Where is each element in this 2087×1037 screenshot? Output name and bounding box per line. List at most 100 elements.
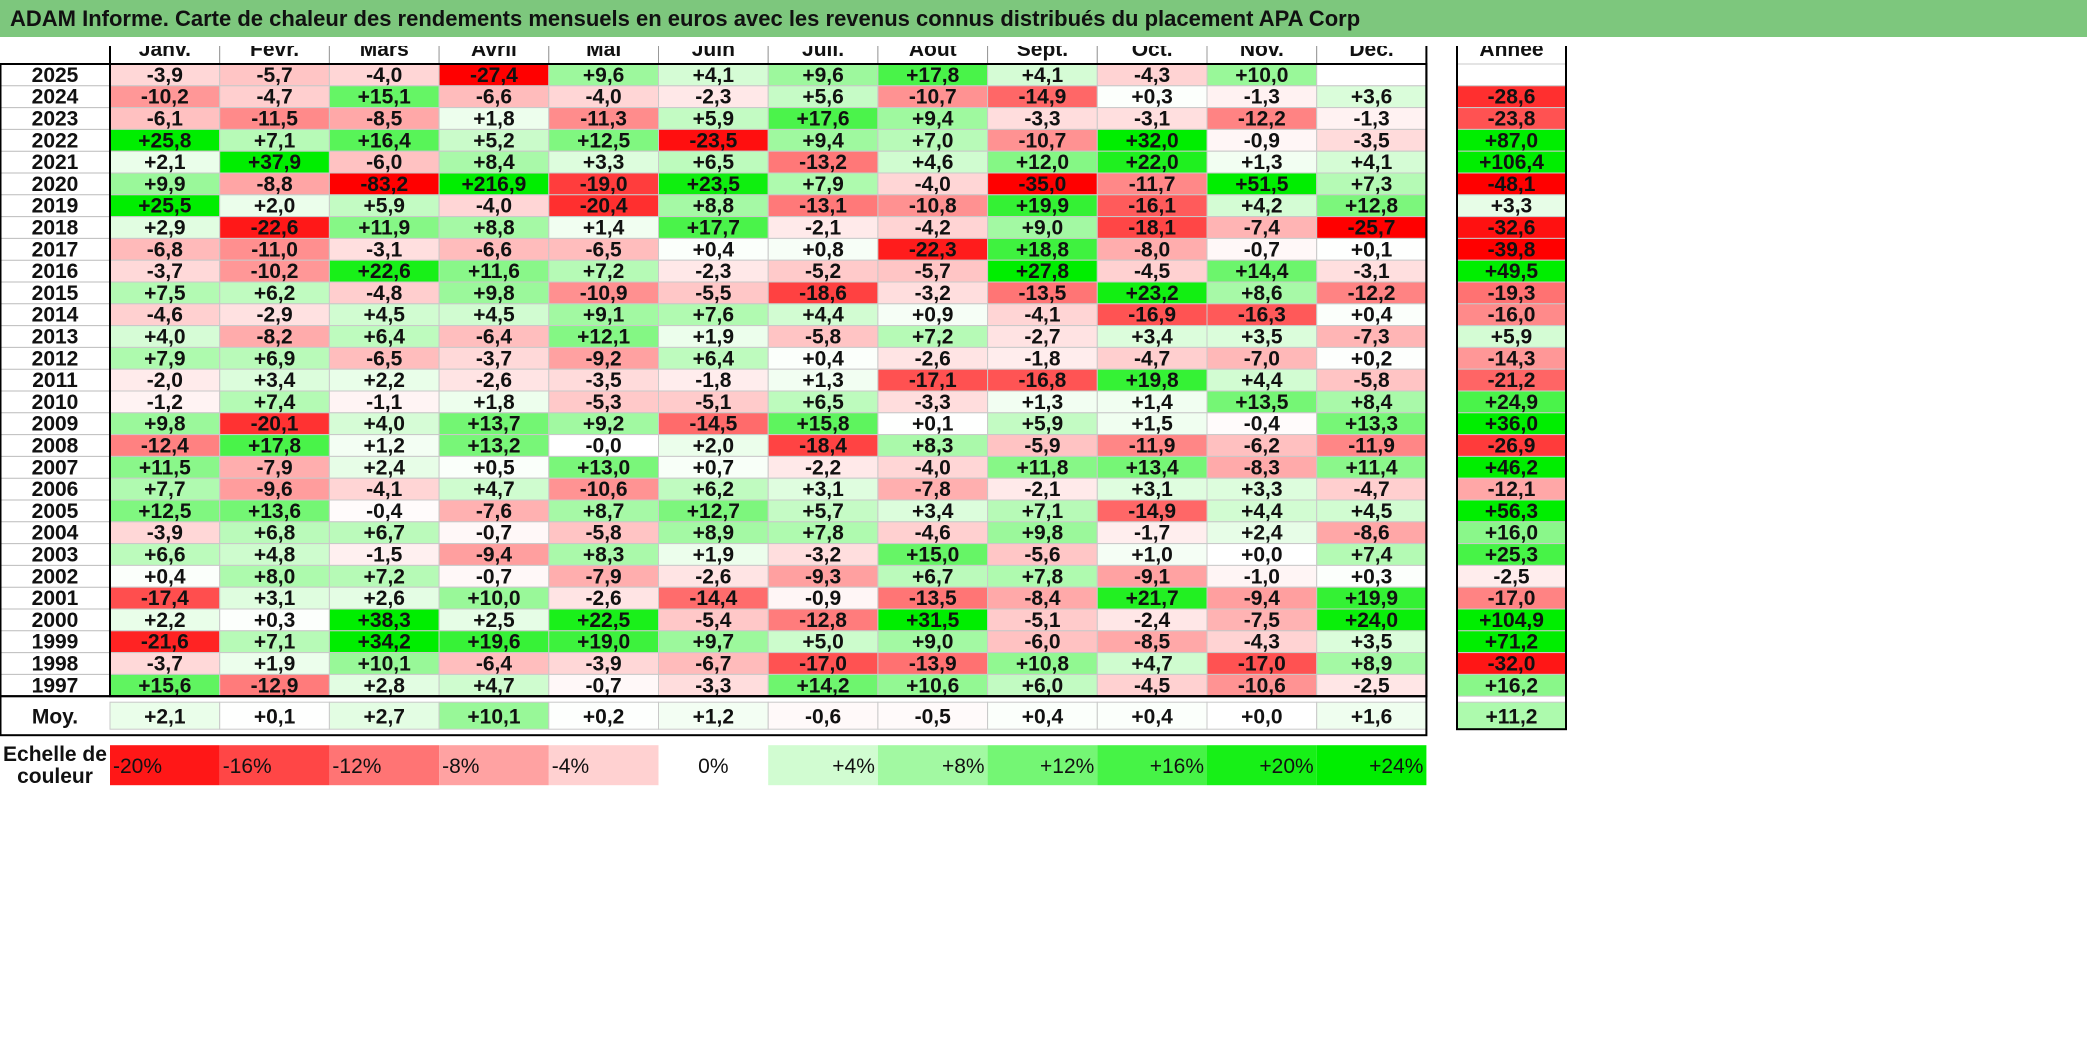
heat-cell-value: +9,8 xyxy=(473,282,515,305)
annual-cell-value: +36,0 xyxy=(1485,413,1538,436)
annual-cell-value: -39,8 xyxy=(1488,238,1536,261)
heat-cell-value: +9,8 xyxy=(144,413,186,436)
heat-cell-value: +5,9 xyxy=(364,195,405,218)
heat-cell-value: +3,5 xyxy=(1241,326,1283,349)
heat-cell-value: -4,0 xyxy=(915,456,951,479)
annual-cell-value: +49,5 xyxy=(1485,260,1538,283)
row-year-label: 2011 xyxy=(32,369,78,392)
row-year-label: 2012 xyxy=(32,347,79,370)
scale-label-line1: Echelle de xyxy=(3,743,107,766)
heat-cell-value: +8,3 xyxy=(912,435,953,458)
heat-cell-value: -0,9 xyxy=(805,587,841,610)
heat-cell-value: -0,7 xyxy=(586,674,622,697)
heat-cell-value: -12,8 xyxy=(799,609,847,632)
heat-cell-value: -2,6 xyxy=(915,347,951,370)
heat-cell-value: +11,5 xyxy=(139,456,191,479)
heat-cell-value: +3,1 xyxy=(1131,478,1173,501)
heat-cell-value: +22,6 xyxy=(358,260,411,283)
heat-cell-value: -3,9 xyxy=(147,522,183,545)
heat-cell-value: -4,5 xyxy=(1134,674,1171,697)
scale-swatch xyxy=(548,745,659,786)
row-year-label: 1999 xyxy=(32,631,79,654)
heat-cell-value: +4,7 xyxy=(473,478,514,501)
heat-cell-value: +2,5 xyxy=(473,609,515,632)
heat-cell-value: -6,0 xyxy=(1024,631,1060,654)
heat-cell-value: +2,9 xyxy=(144,217,185,240)
annual-frame xyxy=(1456,46,1567,731)
annual-cell-value: -21,2 xyxy=(1488,369,1536,392)
heat-cell-value: +27,8 xyxy=(1016,260,1069,283)
heat-cell-value: +8,7 xyxy=(583,500,624,523)
heat-cell-value: -3,3 xyxy=(1024,108,1060,131)
heat-cell-value: +4,5 xyxy=(473,304,515,327)
col-header: Avril xyxy=(471,46,517,61)
annual-cell-value: +56,3 xyxy=(1485,500,1538,523)
heat-cell-value: -0,0 xyxy=(586,435,622,458)
heat-cell-value: -7,5 xyxy=(1244,609,1281,632)
annual-cell-value: +24,9 xyxy=(1485,391,1538,414)
heat-cell-value: -6,4 xyxy=(476,326,513,349)
heat-cell-value: +0,3 xyxy=(254,609,295,632)
heat-cell-value: +0,1 xyxy=(912,413,954,436)
row-year-label: 2001 xyxy=(32,587,79,610)
heat-cell-value: +1,4 xyxy=(583,217,625,240)
annual-cell-value: +104,9 xyxy=(1479,609,1544,632)
heat-cell-value: -4,6 xyxy=(147,304,183,327)
row-year-label: 2021 xyxy=(32,151,79,174)
heat-cell-value: -0,7 xyxy=(476,565,512,588)
heat-cell-value: -23,5 xyxy=(689,129,737,152)
heat-cell-value: -10,2 xyxy=(251,260,299,283)
heat-cell-value: +14,2 xyxy=(796,674,849,697)
row-year-label: 2006 xyxy=(32,478,79,501)
heat-cell-value: +15,0 xyxy=(906,544,959,567)
row-year-label: 2003 xyxy=(32,544,79,567)
col-header: Juin xyxy=(692,46,735,61)
heat-cell-value: +9,0 xyxy=(912,631,953,654)
heat-cell-value: -22,6 xyxy=(251,217,299,240)
heat-cell-value: -13,5 xyxy=(1019,282,1067,305)
heat-cell-value: -10,9 xyxy=(580,282,628,305)
heat-cell-value: -13,1 xyxy=(799,195,847,218)
scale-swatch-label: -12% xyxy=(332,755,381,778)
scale-swatch xyxy=(768,745,878,786)
heat-cell-value: +1,3 xyxy=(802,369,843,392)
row-year-label: 2000 xyxy=(32,609,79,632)
heat-cell-value: +24,0 xyxy=(1345,609,1398,632)
average-cell-value: -0,6 xyxy=(805,706,841,729)
heat-cell-value: -5,1 xyxy=(1024,609,1061,632)
heat-cell-value: +17,8 xyxy=(906,64,959,87)
heat-cell-value: +12,5 xyxy=(138,500,191,523)
heat-cell-value: -5,4 xyxy=(695,609,732,632)
row-year-label: 2017 xyxy=(32,238,79,261)
heat-cell-value: -7,8 xyxy=(915,478,952,501)
heat-cell-value: +8,4 xyxy=(473,151,515,174)
heat-cell-value: -6,7 xyxy=(695,653,731,676)
row-year-label: 2018 xyxy=(32,217,79,240)
heat-cell-value: +4,7 xyxy=(473,674,514,697)
heat-cell-value: +1,9 xyxy=(693,326,734,349)
heat-cell-value: +19,9 xyxy=(1016,195,1069,218)
heat-cell-value: +7,6 xyxy=(693,304,734,327)
heat-cell-value: -4,7 xyxy=(1353,478,1389,501)
heat-cell-value: +25,8 xyxy=(138,129,191,152)
heat-cell-value: -8,0 xyxy=(1134,238,1170,261)
row-year-label: 2009 xyxy=(32,413,79,436)
heat-cell-value: -3,5 xyxy=(1353,129,1390,152)
heat-cell-value: +6,8 xyxy=(254,522,296,545)
heat-cell-value: +9,0 xyxy=(1022,217,1063,240)
heat-cell-value: -10,6 xyxy=(580,478,628,501)
heat-cell-value: +3,4 xyxy=(912,500,954,523)
heat-cell-value: -4,0 xyxy=(366,64,402,87)
heat-cell-value: +31,5 xyxy=(906,609,959,632)
heat-cell-value: +22,5 xyxy=(577,609,630,632)
heat-cell-value: +1,9 xyxy=(254,653,295,676)
heat-cell-value: +0,9 xyxy=(912,304,953,327)
heat-cell-value: -12,2 xyxy=(1348,282,1396,305)
heat-cell-value: +1,4 xyxy=(1131,391,1173,414)
heat-cell-value: +23,5 xyxy=(687,173,740,196)
average-annual-value: +11,2 xyxy=(1486,706,1538,729)
heat-cell-value: -6,6 xyxy=(476,86,512,109)
heat-cell-value: +10,8 xyxy=(1016,653,1069,676)
heat-cell-value: +11,8 xyxy=(1016,456,1068,479)
heat-cell-value: -17,4 xyxy=(141,587,189,610)
